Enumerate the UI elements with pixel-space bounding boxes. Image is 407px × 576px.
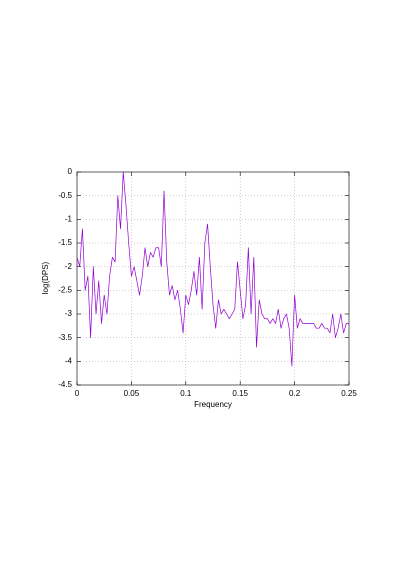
y-tick-label: 0 xyxy=(68,167,73,176)
y-axis-label: log(DPS) xyxy=(41,261,50,294)
x-tick-label: 0 xyxy=(75,389,80,398)
x-axis-label: Frequency xyxy=(194,400,232,409)
y-tick-label: -4 xyxy=(65,356,73,365)
x-tick-label: 0.25 xyxy=(341,389,357,398)
x-tick-label: 0.2 xyxy=(289,389,301,398)
x-tick-label: 0.15 xyxy=(232,389,248,398)
data-line xyxy=(76,171,349,367)
y-tick-label: -2 xyxy=(65,262,73,271)
y-tick-label: -0.5 xyxy=(58,191,72,200)
y-tick-label: -4.5 xyxy=(58,380,72,389)
plot-frame xyxy=(76,171,350,386)
x-tick-label: 0.05 xyxy=(124,389,140,398)
x-tick-label: 0.1 xyxy=(180,389,192,398)
y-tick-label: -3.5 xyxy=(58,333,72,342)
y-tick-label: -1 xyxy=(65,214,73,223)
y-tick-label: -2.5 xyxy=(58,285,72,294)
y-tick-label: -1.5 xyxy=(58,238,72,247)
y-tick-label: -3 xyxy=(65,309,73,318)
